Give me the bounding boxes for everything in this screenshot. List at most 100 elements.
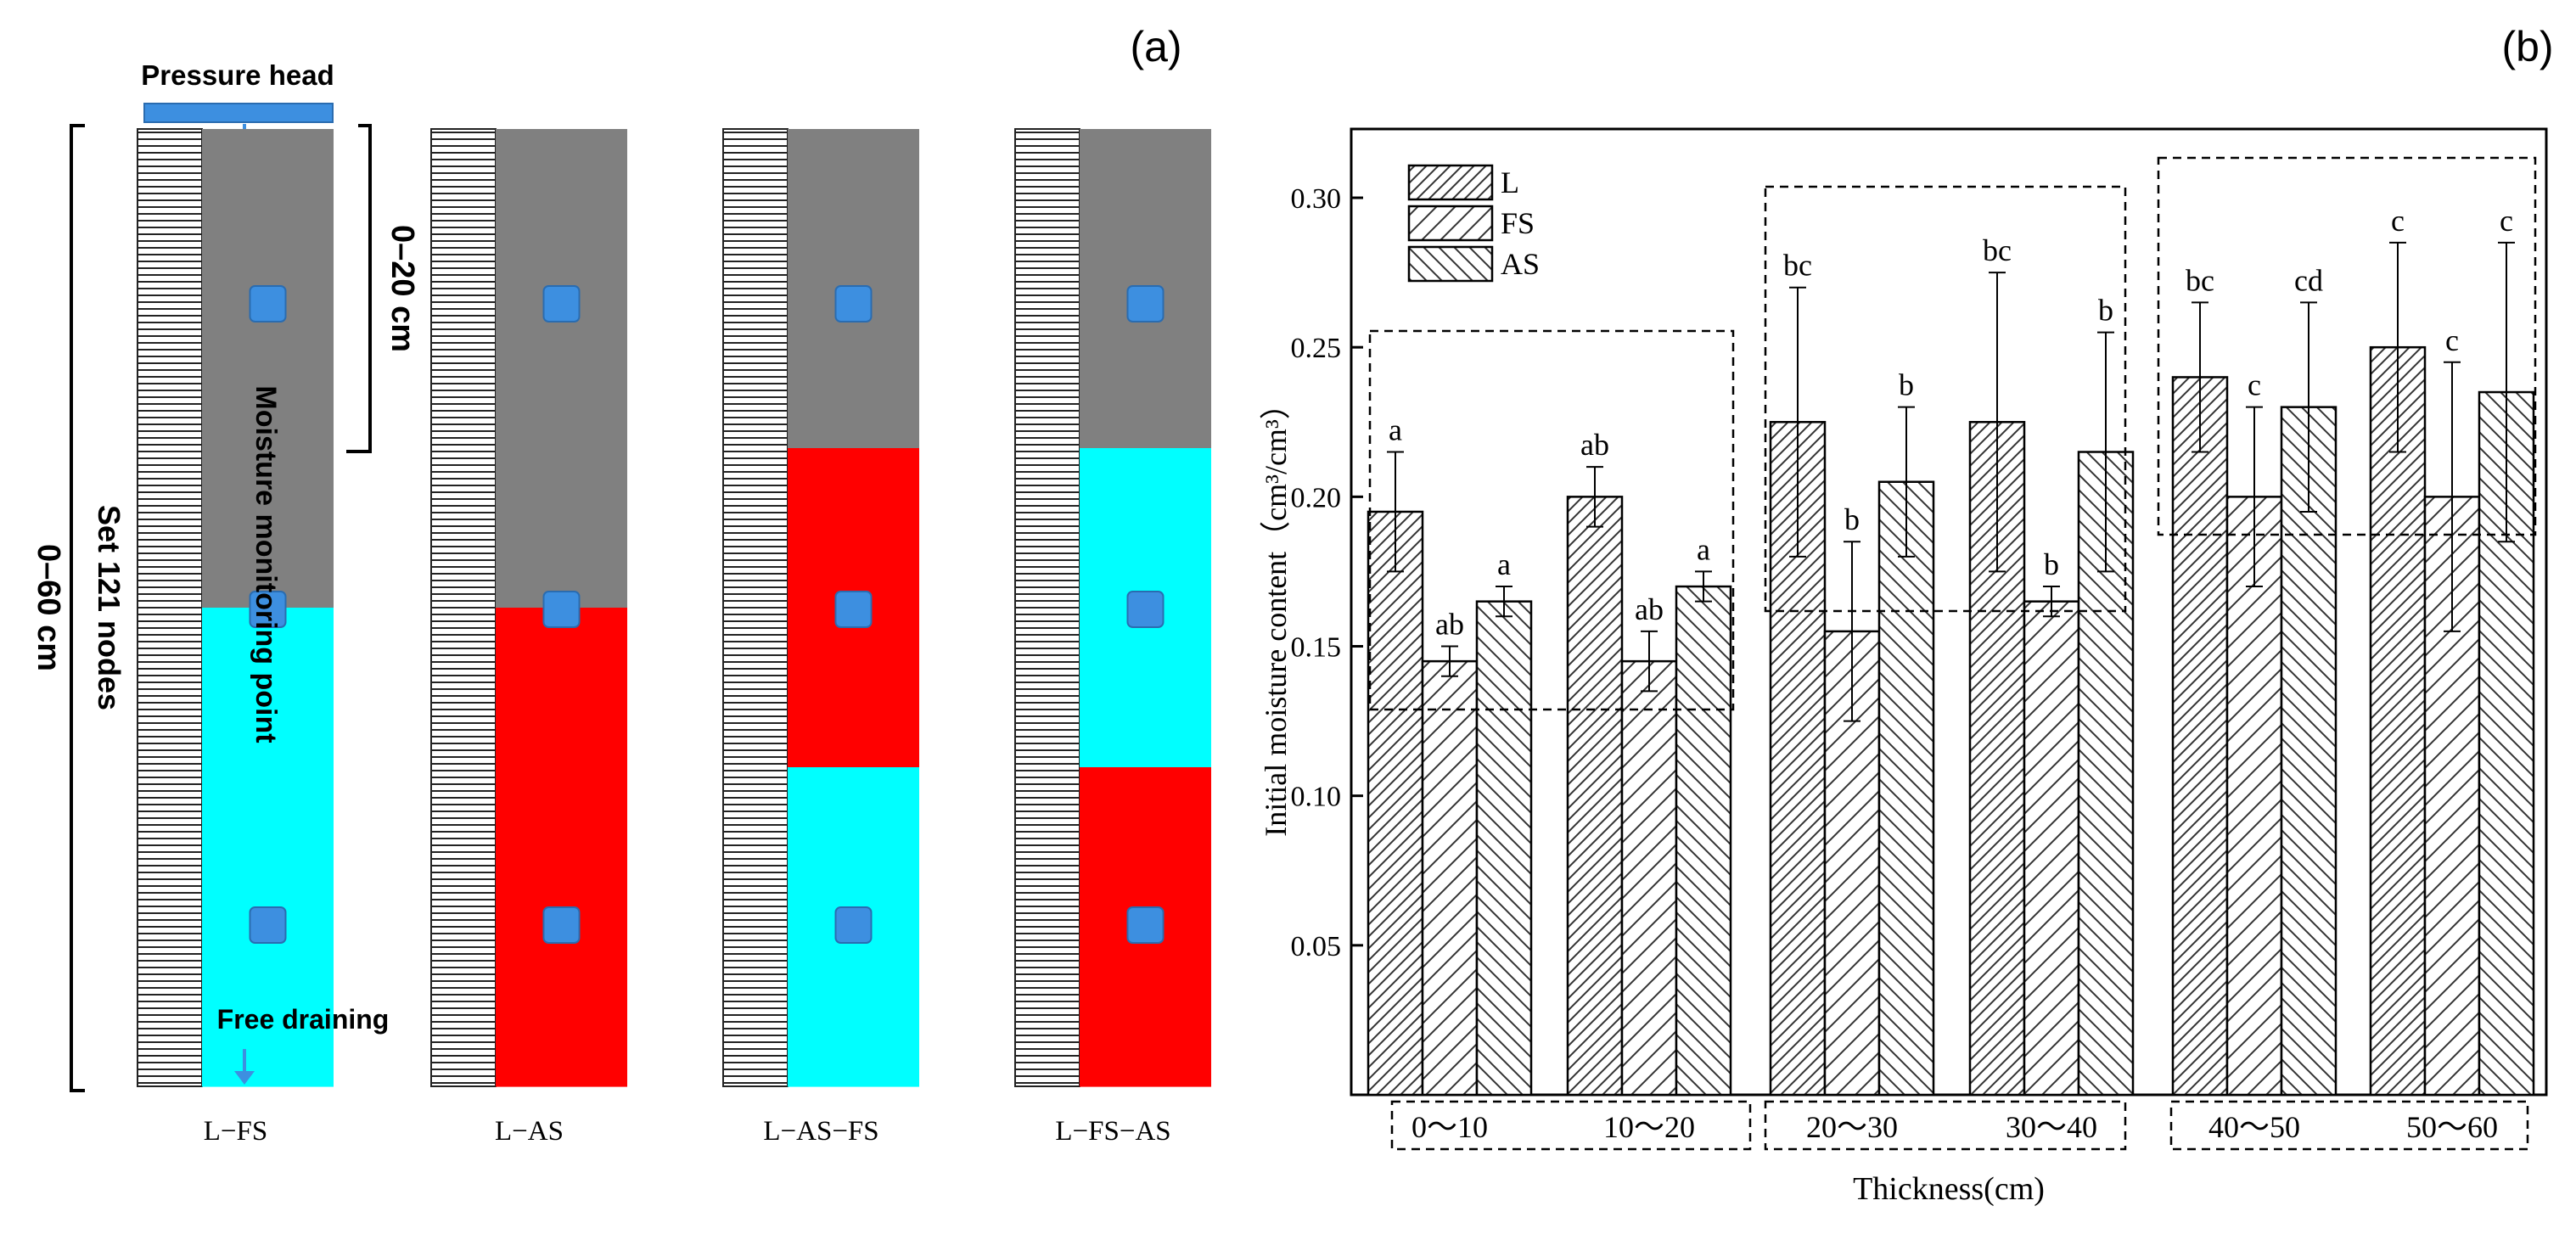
significance-letter: c: [2445, 323, 2459, 357]
y-tick-label: 0.25: [1291, 333, 1342, 364]
monitoring-point-label: Moisture monitoring point: [250, 385, 282, 743]
significance-letter: bc: [1983, 233, 2012, 267]
depth-top-bracket: [346, 124, 372, 453]
significance-letter: b: [2044, 547, 2059, 581]
nodes-label: Set 121 nodes: [92, 505, 126, 710]
column-label: L−FS: [204, 1116, 267, 1147]
legend-swatch-AS: [1407, 245, 1494, 283]
monitoring-point-icon: [542, 591, 581, 628]
legend-swatch-L: [1407, 164, 1494, 201]
significance-letter: bc: [1783, 249, 1812, 283]
soil-column-0: L−FS: [137, 128, 334, 1147]
x-tick-label: 20～30: [1806, 1110, 1898, 1144]
monitoring-point-icon: [542, 906, 581, 944]
bar-L: [1367, 510, 1424, 1097]
significance-letter: a: [1389, 413, 1402, 447]
y-axis-ticks: 0.05 0.10 0.15 0.20 0.25 0.30: [1291, 183, 1363, 962]
monitoring-point-icon: [1126, 285, 1165, 323]
error-bar: [1695, 570, 1712, 603]
soil-layer: [788, 927, 919, 1087]
error-bar: [1989, 272, 2006, 573]
monitoring-point-icon: [1126, 906, 1165, 944]
monitoring-point-icon: [834, 285, 873, 323]
y-tick-label: 0.10: [1291, 782, 1342, 813]
boundary-strip: [722, 128, 789, 1087]
boundary-strip: [1014, 128, 1080, 1087]
panel-a: (a) Pressure head 0–60 cm Set 121 nodes …: [31, 23, 1211, 1147]
soil-layer: [202, 129, 334, 289]
soil-column-2: L−AS−FS: [722, 128, 919, 1147]
error-bar: [1898, 406, 1915, 558]
soil-layer: [496, 129, 627, 289]
bar-FS: [1620, 659, 1678, 1097]
legend-label: FS: [1501, 206, 1535, 240]
significance-letter: a: [1497, 547, 1511, 581]
y-axis-label: Initial moisture content（cm³/cm³）: [1259, 389, 1293, 836]
significance-letter: c: [2391, 204, 2405, 238]
soil-layer: [202, 927, 334, 1087]
soil-layer: [496, 927, 627, 1087]
soil-layer: [202, 448, 334, 609]
soil-layer: [496, 608, 627, 768]
soil-layer: [788, 608, 919, 768]
y-tick-label: 0.15: [1291, 632, 1342, 664]
pressure-head-bar: [143, 103, 334, 123]
free-draining-arrow-icon: [234, 1049, 255, 1085]
monitoring-point-icon: [834, 591, 873, 628]
soil-layer: [496, 767, 627, 928]
significance-letter: b: [1899, 368, 1914, 402]
significance-letter: ab: [1635, 592, 1664, 626]
group-box: [1764, 185, 2127, 613]
significance-letter: cd: [2294, 263, 2323, 297]
depth-top-label: 0–20 cm: [384, 225, 420, 352]
legend: L FS AS: [1407, 164, 1540, 283]
column-label: L−AS−FS: [763, 1116, 878, 1147]
bar-L: [2171, 376, 2229, 1097]
boundary-strip: [430, 128, 497, 1087]
monitoring-point-icon: [1126, 591, 1165, 628]
x-group-box: [1764, 1100, 2127, 1151]
error-bar: [1844, 541, 1860, 722]
bar-L: [2369, 345, 2427, 1097]
soil-layer: [1080, 129, 1211, 289]
legend-label: L: [1501, 165, 1519, 199]
monitoring-point-icon: [249, 906, 287, 944]
significance-letter: ab: [1435, 608, 1464, 642]
significance-letter: b: [1844, 502, 1860, 536]
legend-label: AS: [1501, 247, 1540, 281]
error-bar: [1789, 286, 1806, 558]
significance-letter: b: [2098, 294, 2113, 328]
monitoring-point-icon: [834, 906, 873, 944]
error-bar: [1441, 645, 1458, 677]
soil-layer: [202, 767, 334, 928]
soil-layer: [1080, 608, 1211, 768]
x-axis-ticks: 0～10 10～20 20～30 30～40 40～50 50～60: [1390, 1100, 2529, 1151]
error-bar: [2097, 331, 2114, 573]
significance-letter: bc: [2186, 263, 2214, 297]
depth-total-bracket: [70, 124, 85, 1092]
pressure-head-label: Pressure head: [141, 59, 334, 91]
y-tick-label: 0.05: [1291, 931, 1342, 962]
panel-a-label: (a): [1130, 23, 1181, 70]
soil-layer: [202, 608, 334, 768]
group-box: [2157, 156, 2537, 536]
x-group-box: [1390, 1100, 1752, 1151]
monitoring-point-icon: [542, 285, 581, 323]
bar-AS: [1475, 600, 1533, 1097]
x-axis-label: Thickness(cm): [1853, 1171, 2045, 1207]
x-group-box: [2169, 1100, 2529, 1151]
x-tick-label: 10～20: [1603, 1110, 1695, 1144]
column-label: L−FS−AS: [1055, 1116, 1170, 1147]
error-bar: [1496, 586, 1512, 618]
column-label: L−AS: [495, 1116, 564, 1147]
error-bar: [2300, 301, 2317, 513]
error-bar: [2246, 406, 2263, 588]
significance-letter: a: [1697, 532, 1710, 566]
soil-layer: [788, 129, 919, 289]
x-tick-label: 40～50: [2208, 1110, 2300, 1144]
error-bar: [2498, 241, 2515, 543]
soil-layer: [496, 448, 627, 609]
group-boxes: [1368, 156, 2537, 711]
